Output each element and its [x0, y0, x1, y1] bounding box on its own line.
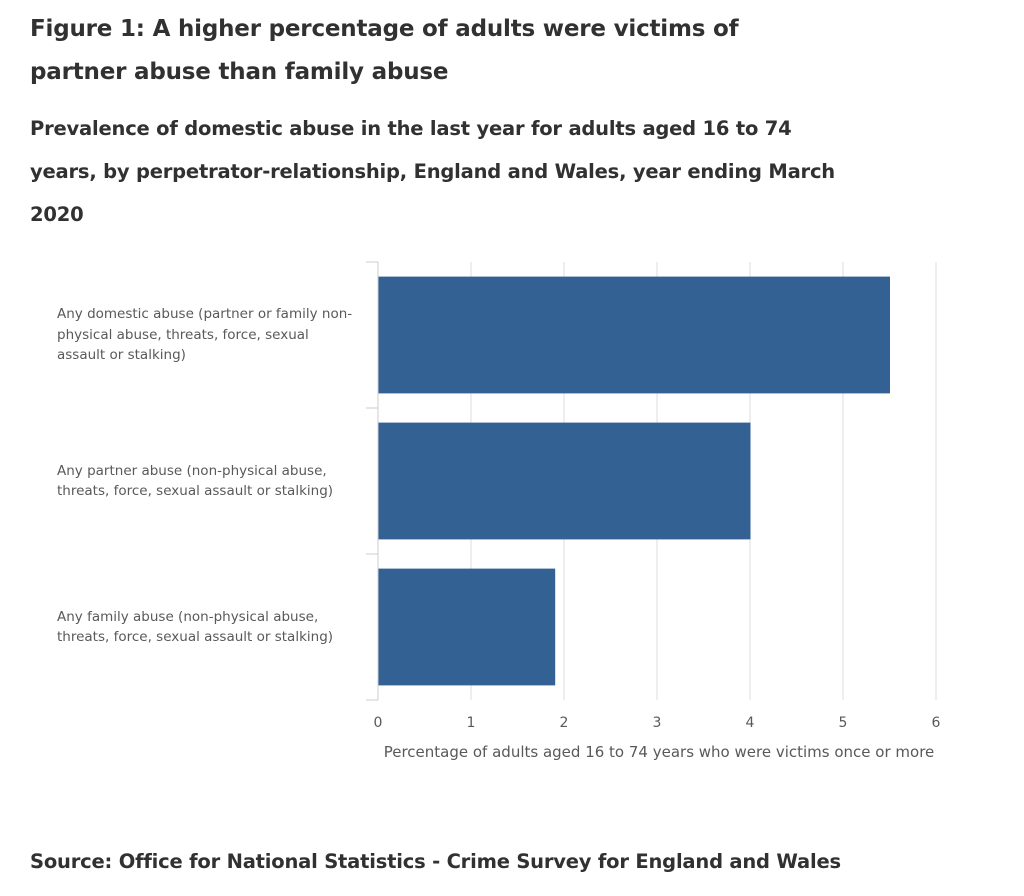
x-tick-label: 1	[467, 715, 476, 731]
x-axis-label: Percentage of adults aged 16 to 74 years…	[384, 743, 935, 761]
bar	[378, 422, 751, 540]
source-note: Source: Office for National Statistics -…	[30, 850, 841, 873]
bar	[378, 276, 890, 394]
bar-chart: 0 1 2 3 4 5 6 Percentage of adults aged 16 to …	[366, 261, 941, 761]
chart-title: Figure 1: A higher percentage of adults …	[30, 16, 739, 85]
x-tick-label: 0	[374, 715, 383, 731]
bar	[378, 568, 556, 686]
x-tick-label: 2	[560, 715, 569, 731]
x-tick-labels: 0 1 2 3 4 5 6	[374, 715, 941, 731]
x-tick-label: 5	[839, 715, 848, 731]
bars	[378, 276, 890, 686]
chart-subtitle: Prevalence of domestic abuse in the last…	[30, 117, 835, 226]
y-axis	[366, 261, 379, 701]
category-label: Any domestic abuse (partner or family no…	[57, 306, 353, 363]
x-tick-label: 4	[746, 715, 755, 731]
category-label: Any partner abuse (non-physical abuse, t…	[57, 462, 334, 500]
category-label: Any family abuse (non-physical abuse, th…	[57, 608, 334, 646]
x-tick-label: 6	[932, 715, 941, 731]
x-tick-label: 3	[653, 715, 662, 731]
